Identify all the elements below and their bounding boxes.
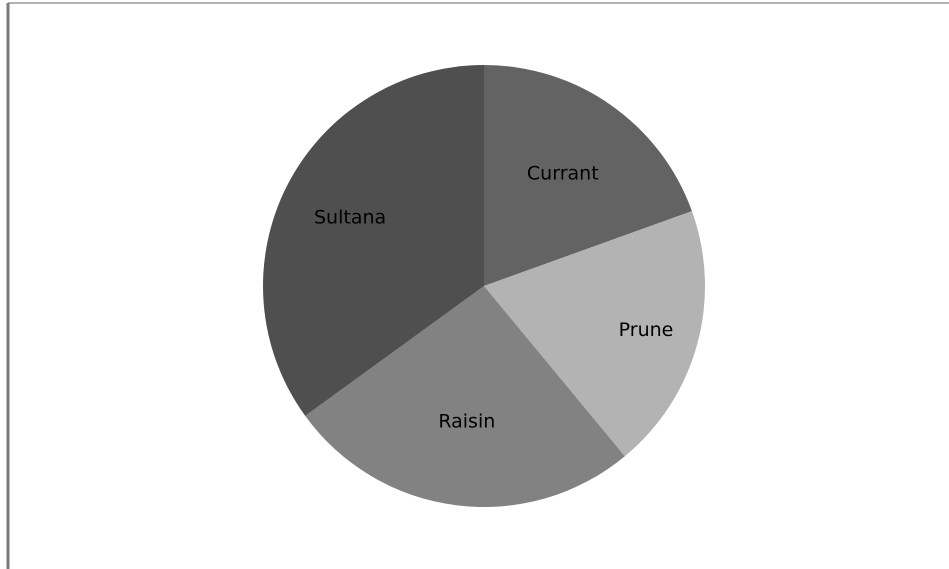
pie-slice-raisin [305,286,625,508]
slice-label-prune: Prune [619,319,674,341]
pie-slice-prune [484,211,706,457]
pie-slice-sultana [263,65,484,416]
pie-slices [263,65,706,508]
slice-label-raisin: Raisin [438,410,495,432]
pie-slice-currant [484,65,692,286]
pie-labels: Currant Prune Raisin Sultana [314,162,673,432]
slice-label-sultana: Sultana [314,206,386,228]
slice-label-currant: Currant [527,162,599,184]
